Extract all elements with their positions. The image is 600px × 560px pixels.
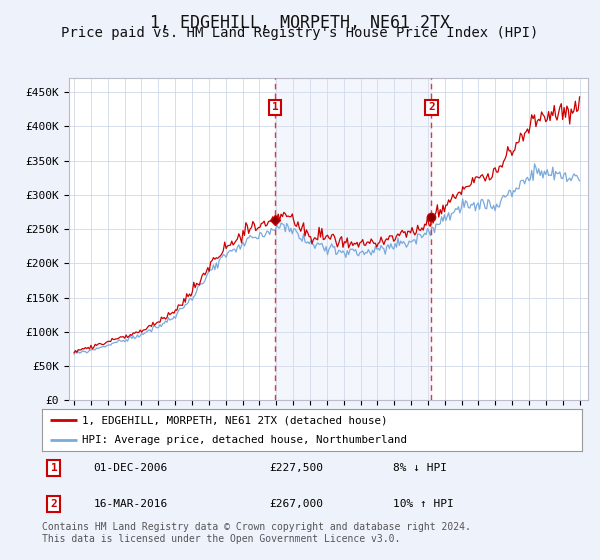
Text: Contains HM Land Registry data © Crown copyright and database right 2024.
This d: Contains HM Land Registry data © Crown c… <box>42 522 471 544</box>
Text: £267,000: £267,000 <box>269 499 323 509</box>
Text: 8% ↓ HPI: 8% ↓ HPI <box>393 463 447 473</box>
Text: HPI: Average price, detached house, Northumberland: HPI: Average price, detached house, Nort… <box>83 435 407 445</box>
Bar <box>275 78 431 400</box>
Text: 1: 1 <box>50 463 57 473</box>
Text: 10% ↑ HPI: 10% ↑ HPI <box>393 499 454 509</box>
Text: 1, EDGEHILL, MORPETH, NE61 2TX: 1, EDGEHILL, MORPETH, NE61 2TX <box>150 14 450 32</box>
Text: 01-DEC-2006: 01-DEC-2006 <box>94 463 167 473</box>
Text: Price paid vs. HM Land Registry's House Price Index (HPI): Price paid vs. HM Land Registry's House … <box>61 26 539 40</box>
Text: 1, EDGEHILL, MORPETH, NE61 2TX (detached house): 1, EDGEHILL, MORPETH, NE61 2TX (detached… <box>83 415 388 425</box>
Text: £227,500: £227,500 <box>269 463 323 473</box>
Text: 2: 2 <box>50 499 57 509</box>
Text: 2: 2 <box>428 102 435 113</box>
Text: 16-MAR-2016: 16-MAR-2016 <box>94 499 167 509</box>
Text: 1: 1 <box>272 102 278 113</box>
